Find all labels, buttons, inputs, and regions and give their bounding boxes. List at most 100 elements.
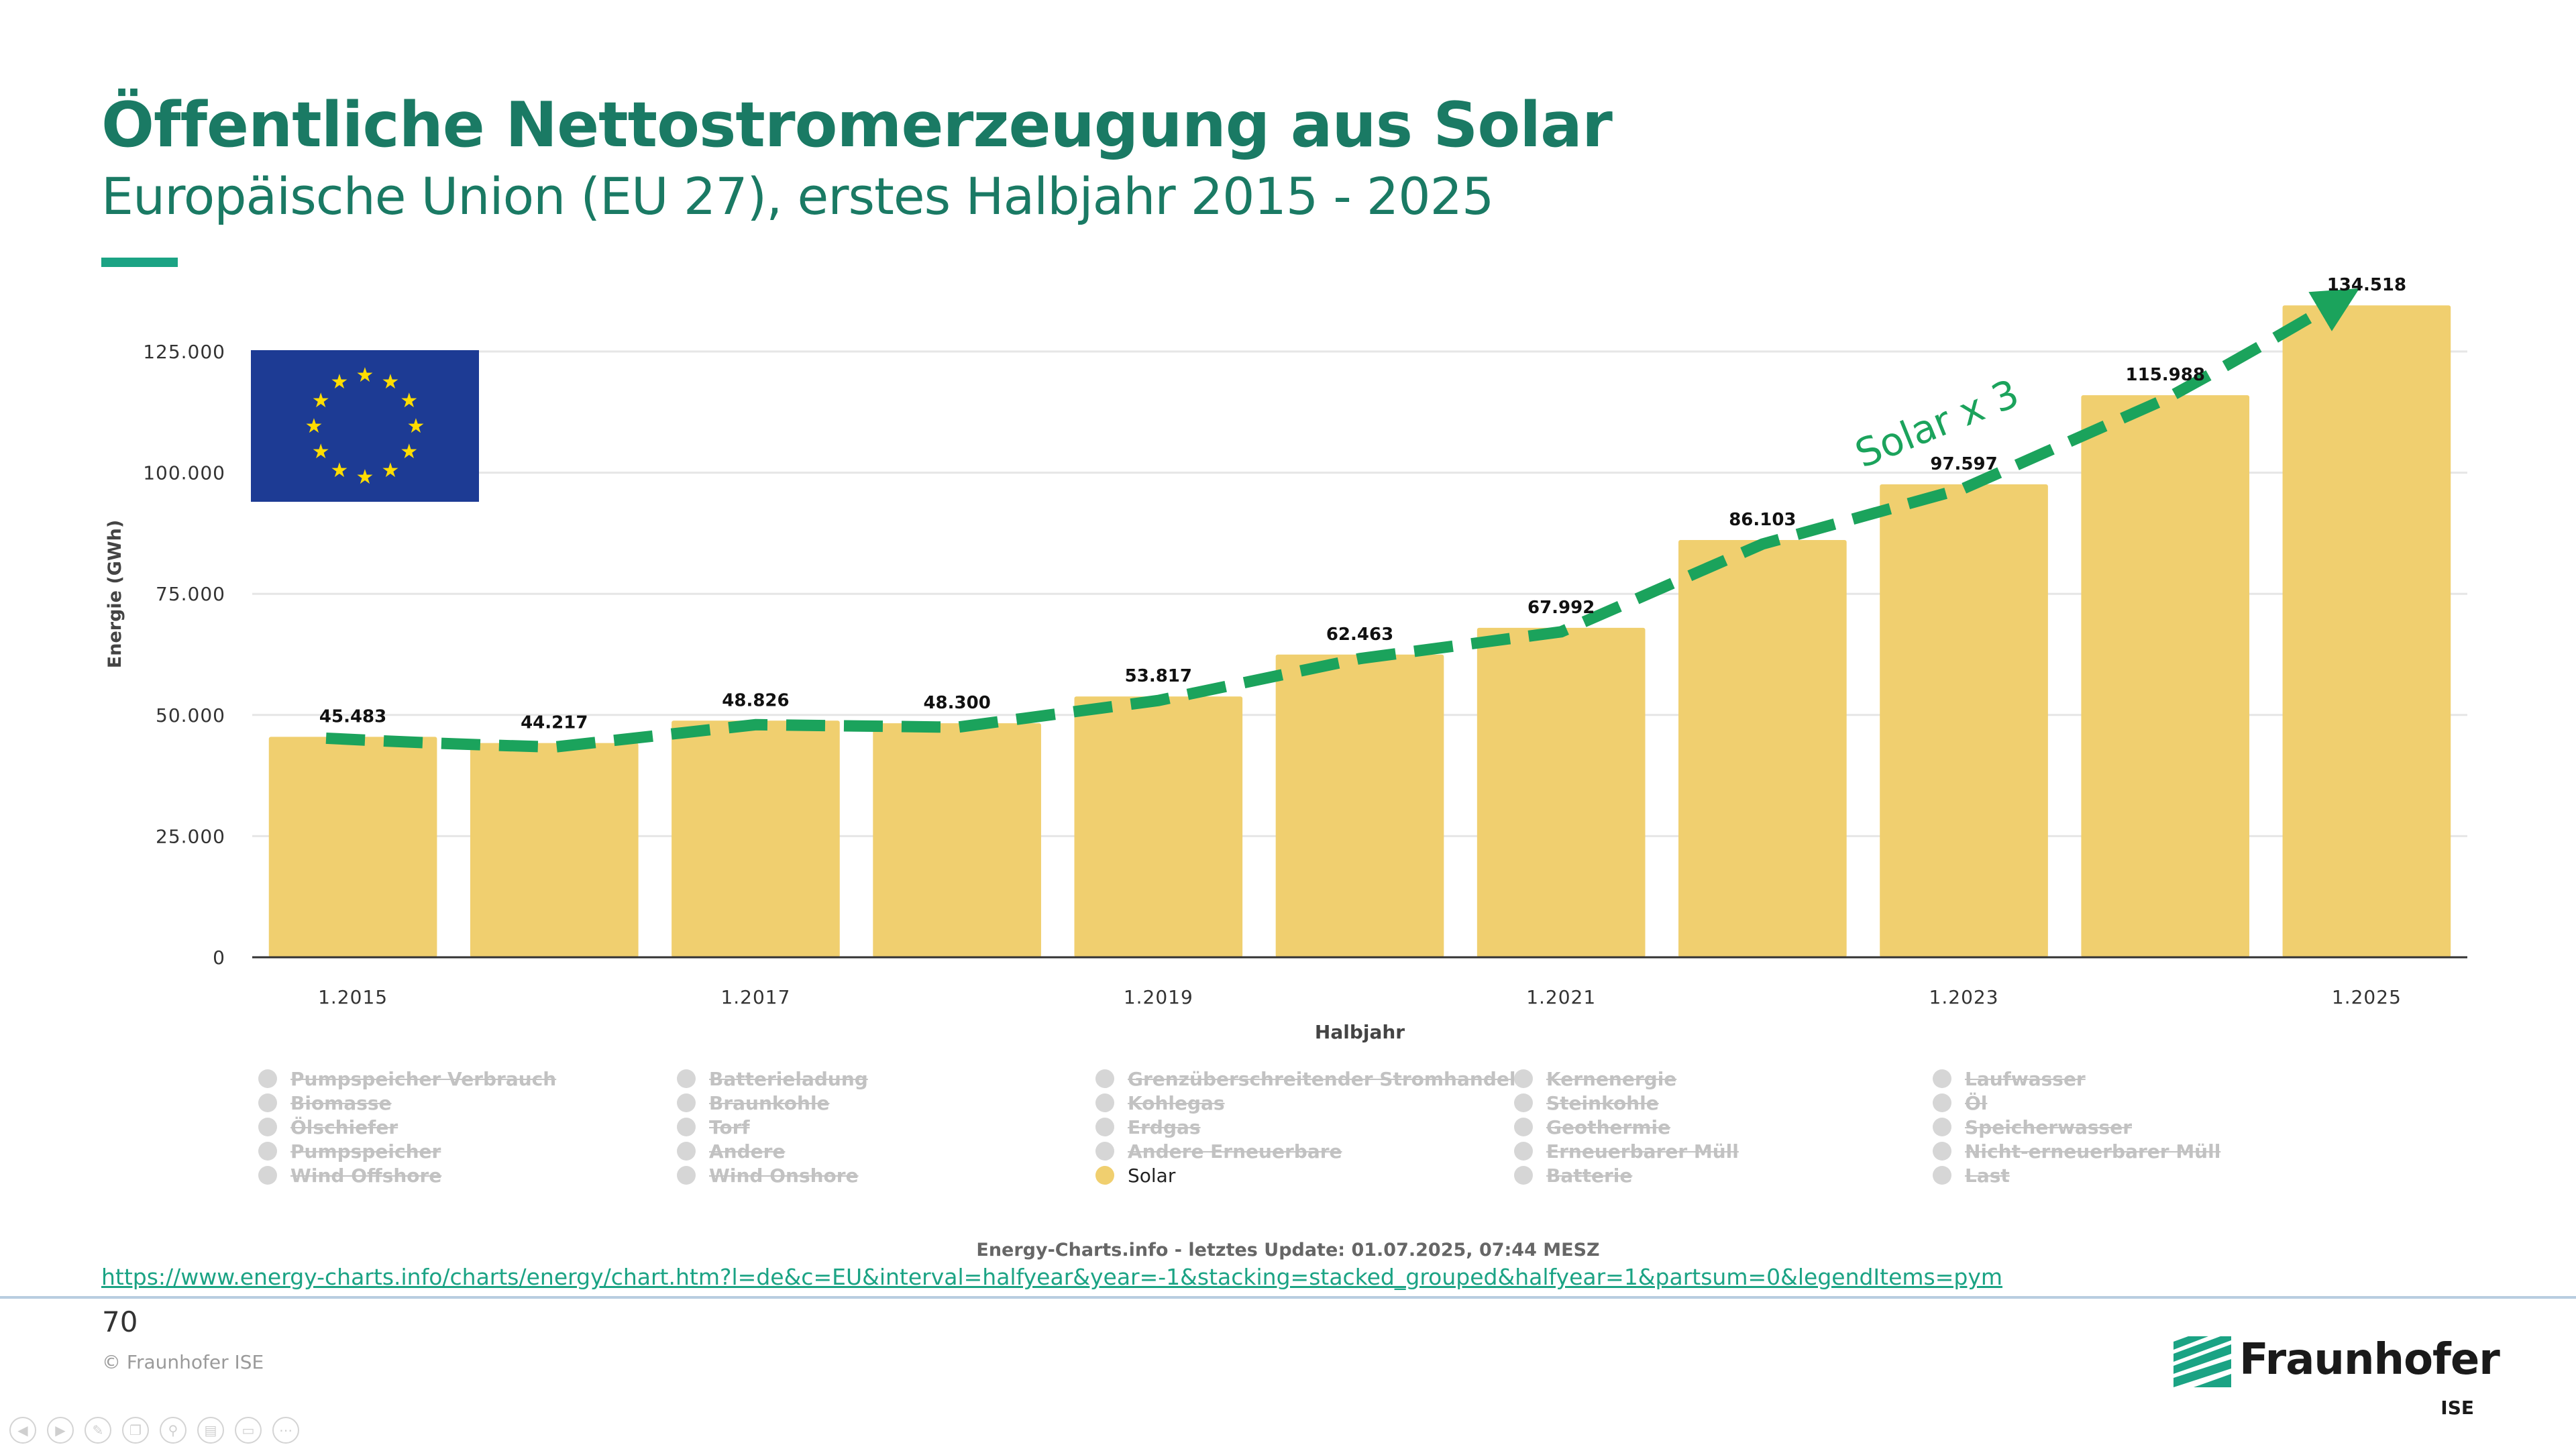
star-icon: ★	[382, 370, 400, 394]
legend-item[interactable]: Erneuerbarer Müll	[1514, 1139, 1739, 1163]
next-icon[interactable]: ▶	[47, 1417, 74, 1444]
legend-marker	[1095, 1142, 1114, 1161]
legend-item[interactable]: Torf	[677, 1115, 750, 1139]
legend-marker	[258, 1118, 277, 1136]
copyright: © Fraunhofer ISE	[102, 1351, 264, 1373]
legend-item[interactable]: Laufwasser	[1933, 1067, 2086, 1091]
bar-value-label: 48.826	[722, 690, 789, 710]
copy-icon[interactable]: ❐	[122, 1417, 149, 1444]
source-link[interactable]: https://www.energy-charts.info/charts/en…	[101, 1264, 2003, 1290]
legend-item[interactable]: Last	[1933, 1163, 2010, 1187]
legend-item[interactable]: Speicherwasser	[1933, 1115, 2132, 1139]
bar-value-label: 62.463	[1326, 625, 1393, 645]
legend-item[interactable]: Pumpspeicher Verbrauch	[258, 1067, 556, 1091]
bars	[268, 305, 2451, 958]
legend-marker	[677, 1166, 696, 1185]
legend-item[interactable]: Wind Offshore	[258, 1163, 441, 1187]
chart-legend: Pumpspeicher Verbrauch Biomasse Ölschiefer…	[258, 1067, 2338, 1194]
legend-marker	[1933, 1069, 1951, 1088]
slides-icon[interactable]: ▤	[197, 1417, 224, 1444]
legend-item[interactable]: Andere	[677, 1139, 785, 1163]
legend-marker	[1095, 1166, 1114, 1185]
slide-title: Öffentliche Nettostromerzeugung aus Sola…	[101, 89, 1613, 161]
bar-value-label: 53.817	[1125, 666, 1192, 686]
pen-icon[interactable]: ✎	[85, 1417, 111, 1444]
legend-item[interactable]: Steinkohle	[1514, 1091, 1659, 1115]
bar	[1275, 654, 1444, 957]
legend-item[interactable]: Biomasse	[258, 1091, 392, 1115]
star-icon: ★	[400, 440, 418, 464]
legend-label: Wind Offshore	[290, 1164, 442, 1187]
legend-label: Erdgas	[1128, 1116, 1201, 1138]
legend-label: Grenzüberschreitender Stromhandel	[1128, 1067, 1516, 1090]
legend-label: Andere Erneuerbare	[1128, 1140, 1342, 1163]
legend-label: Kernenergie	[1546, 1067, 1677, 1090]
prev-icon[interactable]: ◀	[9, 1417, 36, 1444]
y-tick-label: 25.000	[156, 825, 225, 847]
bar-value-label: 115.988	[2126, 365, 2205, 385]
x-tick-label: 1.2025	[2332, 986, 2402, 1008]
bar-value-label: 44.217	[521, 713, 588, 733]
zoom-icon[interactable]: ⚲	[160, 1417, 186, 1444]
star-icon: ★	[331, 459, 349, 482]
legend-label: Batterieladung	[709, 1067, 868, 1090]
legend-label: Andere	[709, 1140, 786, 1163]
bar	[2282, 305, 2451, 958]
legend-item[interactable]: Nicht-erneuerbarer Müll	[1933, 1139, 2220, 1163]
value-labels: 45.483 44.217 48.826 48.300 53.817 62.463 67.9…	[319, 275, 2406, 733]
legend-item[interactable]: Solar	[1095, 1163, 1175, 1187]
legend-marker	[1933, 1118, 1951, 1136]
star-icon: ★	[382, 459, 400, 482]
legend-item[interactable]: Braunkohle	[677, 1091, 830, 1115]
bar-value-label: 97.597	[1930, 454, 1997, 474]
star-icon: ★	[407, 415, 425, 438]
legend-label: Erneuerbarer Müll	[1546, 1140, 1739, 1163]
legend-marker	[1095, 1118, 1114, 1136]
legend-item[interactable]: Geothermie	[1514, 1115, 1670, 1139]
legend-label: Solar	[1128, 1164, 1176, 1187]
bar	[470, 743, 639, 957]
legend-marker	[677, 1093, 696, 1112]
legend-marker	[258, 1142, 277, 1161]
legend-item[interactable]: Andere Erneuerbare	[1095, 1139, 1342, 1163]
legend-item[interactable]: Batterie	[1514, 1163, 1632, 1187]
bar	[2081, 395, 2250, 957]
legend-item[interactable]: Ölschiefer	[258, 1115, 398, 1139]
legend-label: Last	[1965, 1164, 2010, 1187]
more-icon[interactable]: ⋯	[272, 1417, 299, 1444]
legend-item[interactable]: Batterieladung	[677, 1067, 868, 1091]
legend-marker	[1933, 1142, 1951, 1161]
legend-item[interactable]: Öl	[1933, 1091, 1987, 1115]
legend-item[interactable]: Grenzüberschreitender Stromhandel	[1095, 1067, 1515, 1091]
y-tick-label: 0	[213, 947, 225, 969]
x-axis-title: Halbjahr	[1315, 1021, 1405, 1043]
legend-item[interactable]: Kernenergie	[1514, 1067, 1676, 1091]
legend-label: Pumpspeicher Verbrauch	[290, 1067, 557, 1090]
legend-marker	[1514, 1166, 1533, 1185]
legend-label: Geothermie	[1546, 1116, 1671, 1138]
legend-item[interactable]: Erdgas	[1095, 1115, 1201, 1139]
chart-credit: Energy-Charts.info - letztes Update: 01.…	[976, 1240, 1600, 1260]
legend-marker	[1514, 1142, 1533, 1161]
x-tick-label: 1.2019	[1124, 986, 1193, 1008]
subtitle-icon[interactable]: ▭	[235, 1417, 262, 1444]
bar	[1477, 627, 1646, 957]
bar	[1678, 539, 1847, 957]
x-tick-label: 1.2017	[720, 986, 790, 1008]
eu-flag: ★ ★★★★★★★★★★★	[251, 350, 479, 502]
legend-marker	[1933, 1093, 1951, 1112]
legend-label: Pumpspeicher	[290, 1140, 441, 1163]
legend-item[interactable]: Wind Onshore	[677, 1163, 859, 1187]
x-tick-label: 1.2015	[318, 986, 388, 1008]
bar-value-label: 67.992	[1527, 598, 1595, 618]
legend-item[interactable]: Kohlegas	[1095, 1091, 1225, 1115]
y-tick-label: 75.000	[156, 583, 225, 605]
star-icon: ★	[356, 364, 374, 387]
legend-marker	[677, 1142, 696, 1161]
legend-marker	[258, 1166, 277, 1185]
legend-label: Ölschiefer	[290, 1116, 398, 1138]
bar	[672, 720, 840, 957]
fraunhofer-wordmark: Fraunhofer	[2239, 1335, 2500, 1385]
legend-item[interactable]: Pumpspeicher	[258, 1139, 441, 1163]
bar	[1074, 696, 1243, 957]
